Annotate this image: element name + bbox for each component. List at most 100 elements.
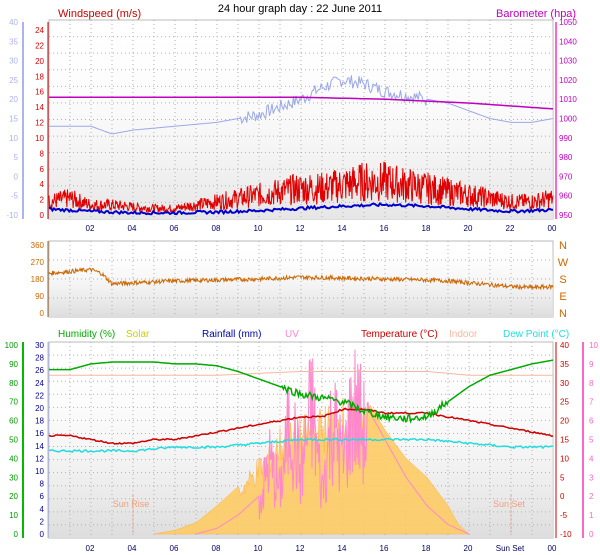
- left-tick: 14: [35, 103, 44, 112]
- legend: Humidity (%) Solar Rainfall (mm) UV Temperat…: [58, 329, 569, 340]
- temperature-tick: 30: [560, 379, 569, 388]
- uv-tick: 3: [589, 473, 594, 482]
- right-tick: 980: [559, 153, 573, 162]
- far-left-tick: -5: [11, 192, 19, 201]
- legend-item: Solar: [126, 329, 150, 340]
- direction-series: [48, 267, 554, 291]
- legend-item: UV: [285, 329, 299, 340]
- temperature-tick: 10: [560, 454, 569, 463]
- rain-tick: 6: [40, 492, 45, 501]
- x-tick-bottom: 12: [296, 544, 305, 553]
- humidity-tick: 0: [14, 530, 19, 539]
- x-tick-bottom: 06: [170, 544, 179, 553]
- left-tick: 0: [40, 211, 45, 220]
- uv-tick: 5: [589, 436, 594, 445]
- far-left-ticks: 40 35 30 25 20 15 10 5 0 -5 -10: [6, 18, 18, 220]
- sunrise-label: Sun Rise: [113, 499, 150, 509]
- legend-item: Indoor: [449, 329, 478, 340]
- outdoor-temp-line: [49, 75, 554, 135]
- right-tick: 990: [559, 134, 573, 143]
- compass-label: W: [558, 257, 569, 269]
- x-tick-bottom: 02: [86, 544, 95, 553]
- humidity-tick: 20: [9, 492, 18, 501]
- x-tick: 02: [86, 224, 95, 233]
- compass-label: N: [559, 308, 567, 320]
- uv-tick: 7: [589, 398, 594, 407]
- x-tick: 20: [464, 224, 473, 233]
- humidity-tick: 100: [5, 341, 19, 350]
- far-left-tick: 20: [9, 95, 18, 104]
- left-tick: 16: [35, 88, 44, 97]
- left-tick: 2: [40, 196, 45, 205]
- far-left-tick: 10: [9, 134, 18, 143]
- rain-tick: 12: [35, 454, 44, 463]
- wind-average-line: [48, 201, 554, 216]
- direction-tick: 90: [35, 292, 44, 301]
- legend-item: Humidity (%): [58, 329, 115, 340]
- right-tick: 1020: [559, 76, 577, 85]
- temperature-tick: 5: [560, 473, 565, 482]
- compass-label: E: [559, 291, 566, 303]
- x-ticks: 02 04 06 08 10 12 14 16 18 20 22 00: [86, 224, 557, 233]
- left-tick: 24: [35, 26, 44, 35]
- wind-series: [48, 75, 554, 216]
- humidity-tick: 40: [9, 454, 18, 463]
- uv-tick: 2: [589, 492, 594, 501]
- sunset-label: Sun Set: [493, 499, 526, 509]
- right-tick: 1010: [559, 95, 577, 104]
- x-tick-bottom: 18: [422, 544, 431, 553]
- far-left-tick: 40: [9, 18, 18, 27]
- uv-line: [195, 349, 470, 535]
- x-tick: 18: [422, 224, 431, 233]
- temperature-line: [48, 407, 553, 445]
- uv-tick: 8: [589, 379, 594, 388]
- x-tick: 22: [506, 224, 515, 233]
- rain-tick: 30: [35, 341, 44, 350]
- right-tick: 1030: [559, 57, 577, 66]
- windspeed-line: [48, 161, 554, 214]
- climate-series: [48, 349, 554, 535]
- humidity-tick: 70: [9, 398, 18, 407]
- x-tick: 14: [338, 224, 347, 233]
- left-tick: 18: [35, 72, 44, 81]
- x-tick: 06: [170, 224, 179, 233]
- climate-panel: Humidity (%) Solar Rainfall (mm) UV Temperat…: [5, 329, 599, 553]
- x-tick: 12: [296, 224, 305, 233]
- uv-tick: 9: [589, 360, 594, 369]
- wind-title: Windspeed (m/s): [58, 8, 141, 20]
- indoor-line: [49, 371, 553, 376]
- rain-tick: 20: [35, 404, 44, 413]
- compass-label: N: [559, 240, 567, 252]
- x-tick-bottom: Sun Set: [496, 544, 525, 553]
- direction-line: [48, 267, 554, 291]
- x-tick-bottom: 00: [548, 544, 557, 553]
- x-tick: 10: [254, 224, 263, 233]
- right-tick: 1000: [559, 115, 577, 124]
- humidity-tick: 30: [9, 473, 18, 482]
- x-tick: 00: [548, 224, 557, 233]
- direction-tick: 270: [31, 258, 45, 267]
- far-left-tick: 35: [9, 37, 18, 46]
- temperature-tick: 15: [560, 436, 569, 445]
- rain-tick: 8: [40, 480, 45, 489]
- left-tick: 22: [35, 41, 44, 50]
- humidity-tick: 50: [9, 436, 18, 445]
- x-tick-bottom: 14: [338, 544, 347, 553]
- rain-tick: 4: [40, 505, 45, 514]
- right-tick: 960: [559, 192, 573, 201]
- barometer-line: [49, 96, 554, 110]
- far-left-tick: 0: [14, 172, 19, 181]
- uv-tick: 4: [589, 454, 594, 463]
- x-tick: 04: [128, 224, 137, 233]
- temperature-tick: -5: [560, 511, 568, 520]
- humidity-tick: 80: [9, 379, 18, 388]
- direction-grid: [49, 241, 553, 317]
- baro-title: Barometer (hpa): [496, 8, 576, 20]
- left-tick: 4: [40, 180, 45, 189]
